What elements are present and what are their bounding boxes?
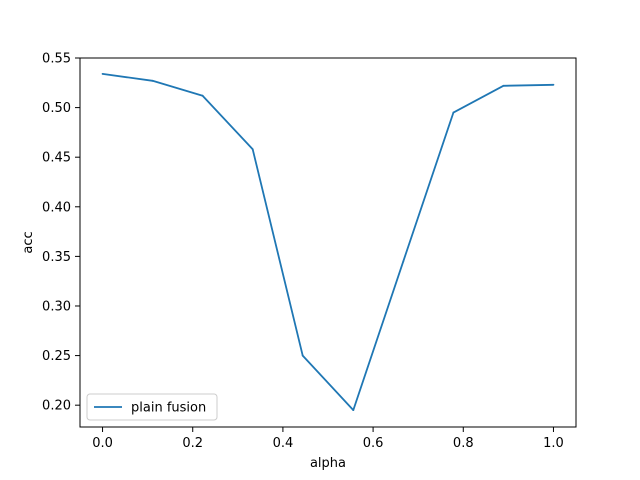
data-point [101,72,104,75]
x-tick-label: 0.6 [363,436,384,451]
data-point [352,409,355,412]
y-tick-label: 0.20 [42,399,71,414]
series-line-plain-fusion [102,73,554,412]
data-point [452,111,455,114]
y-tick-label: 0.45 [42,151,71,166]
y-tick-label: 0.25 [42,349,71,364]
y-tick-label: 0.55 [42,52,71,67]
data-point [201,94,204,97]
data-point [502,84,505,87]
data-point [251,148,254,151]
data-point [301,354,304,357]
x-tick-label: 0.0 [92,436,113,451]
data-point [151,79,154,82]
data-point [552,83,555,86]
x-tick-label: 1.0 [543,436,564,451]
y-tick-label: 0.30 [42,299,71,314]
y-tick-label: 0.40 [42,200,71,215]
legend-box [86,393,218,421]
data-point [402,260,405,263]
y-axis-ticks: 0.20 0.25 0.30 0.35 0.40 0.45 0.50 0.55 [42,52,80,414]
x-tick-label: 0.4 [273,436,294,451]
legend-label-plain-fusion: plain fusion [131,401,206,416]
x-tick-label: 0.2 [182,436,203,451]
x-axis-title: alpha [310,456,346,471]
plot-frame [79,57,577,428]
legend: plain fusion [86,393,218,421]
series-layer [101,72,555,412]
x-axis-ticks: 0.0 0.2 0.4 0.6 0.8 1.0 [92,427,564,451]
y-tick-label: 0.50 [42,101,71,116]
x-tick-label: 0.8 [453,436,474,451]
y-tick-label: 0.35 [42,250,71,265]
y-axis-title: acc [21,231,36,253]
